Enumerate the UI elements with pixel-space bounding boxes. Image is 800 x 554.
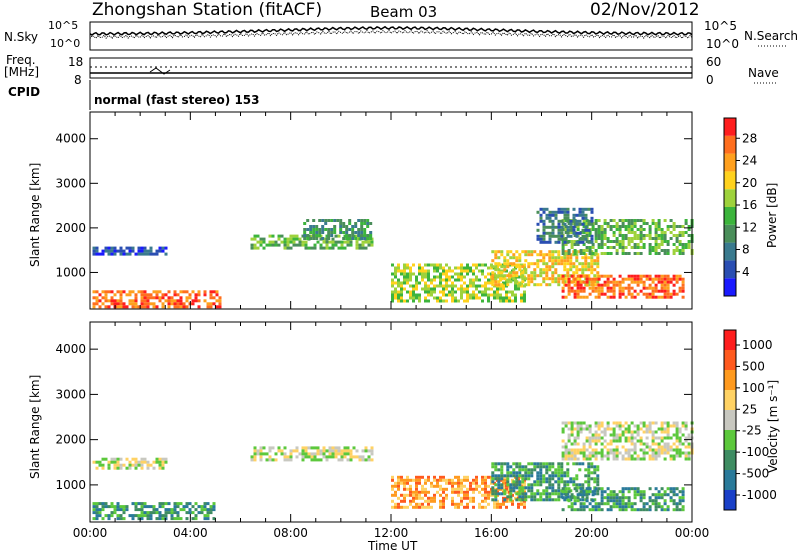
velocity-panel-cbar-tick-label: -500	[742, 467, 769, 481]
velocity-panel-colorbar-segment	[724, 470, 736, 490]
nave-label: Nave	[748, 66, 779, 80]
freq-panel-frame	[89, 57, 693, 79]
nsky-tick-top: 10^5	[48, 19, 79, 32]
velocity-panel-cbar-tick-label: 1000	[742, 338, 773, 352]
velocity-panel-colorbar-segment	[724, 390, 736, 410]
power-panel-data	[92, 207, 694, 309]
nsky-trace	[89, 25, 693, 36]
freq-unit-label: [MHz]	[4, 65, 40, 79]
velocity-panel-colorbar-segment	[724, 430, 736, 450]
x-tick-label: 04:00	[173, 526, 208, 540]
nsearch-tick-bottom: 10^0	[706, 37, 739, 51]
x-axis-title: Time UT	[368, 539, 418, 553]
velocity-panel-ytick-label: 1000	[55, 478, 86, 492]
cpid-text: normal (fast stereo) 153	[94, 93, 260, 107]
nsearch-label: N.Search	[744, 29, 799, 43]
power-panel-colorbar-segment	[724, 278, 736, 296]
velocity-panel-colorbar-segment	[724, 410, 736, 430]
power-panel-cbar-tick-label: 8	[742, 243, 750, 257]
power-panel-colorbar-segment	[724, 135, 736, 154]
velocity-panel-colorbar-segment	[724, 490, 736, 510]
nave-tick-top: 60	[706, 55, 722, 69]
power-panel-colorbar-segment	[724, 242, 736, 261]
velocity-panel-colorbar-segment	[724, 330, 736, 350]
power-panel-colorbar-segment	[724, 171, 736, 190]
power-panel-cbar-tick-label: 12	[742, 220, 757, 234]
freq-tick-top: 18	[68, 55, 84, 69]
power-panel-ytick-label: 2000	[55, 221, 86, 235]
velocity-panel-cbar-tick-label: -25	[742, 424, 762, 438]
freq-tick-bottom: 8	[74, 73, 82, 87]
velocity-panel-colorbar-segment	[724, 350, 736, 370]
velocity-panel-ytick-label: 4000	[55, 342, 86, 356]
power-panel-cbar-tick-label: 16	[742, 198, 757, 212]
x-tick-label: 00:00	[675, 526, 710, 540]
power-panel-cbar-tick-label: 28	[742, 131, 757, 145]
power-panel-colorbar-segment	[724, 118, 736, 136]
power-panel-cbar-tick-label: 20	[742, 176, 757, 190]
velocity-panel-data	[92, 421, 694, 521]
velocity-panel-cbar-tick-label: -100	[742, 445, 769, 459]
nsky-tick-bottom: 10^0	[50, 37, 81, 50]
power-panel-colorbar-segment	[724, 224, 736, 243]
power-panel-ytick-label: 4000	[55, 132, 86, 146]
velocity-panel-cbar-tick-label: 25	[742, 402, 757, 416]
velocity-panel-colorbar-frame	[723, 329, 737, 511]
power-panel-colorbar-segment	[724, 260, 736, 279]
nsky-panel-frame	[89, 21, 693, 51]
freq-label: Freq.	[6, 53, 36, 67]
velocity-panel-ytick-label: 2000	[55, 433, 86, 447]
power-panel-colorbar-frame	[723, 117, 737, 297]
power-panel-cbar-tick-label: 24	[742, 154, 757, 168]
velocity-panel-cbar-tick-label: 100	[742, 381, 765, 395]
power-panel-colorbar-segment	[724, 153, 736, 172]
x-tick-label: 00:00	[73, 526, 108, 540]
velocity-panel-cbar-tick-label: 500	[742, 359, 765, 373]
power-panel-colorbar-segment	[724, 189, 736, 207]
date-label: 02/Nov/2012	[590, 0, 700, 20]
power-panel-ytick-label: 1000	[55, 265, 86, 279]
nave-tick-bottom: 0	[706, 73, 714, 87]
power-panel-ytick-label: 3000	[55, 176, 86, 190]
velocity-panel-ytick-label: 3000	[55, 387, 86, 401]
x-tick-label: 20:00	[574, 526, 609, 540]
velocity-panel-colorbar-segment	[724, 450, 736, 470]
nsky-label: N.Sky	[4, 30, 39, 44]
x-tick-label: 12:00	[374, 526, 409, 540]
beam-label: Beam 03	[370, 3, 438, 21]
station-title: Zhongshan Station (fitACF)	[92, 0, 323, 20]
x-tick-label: 16:00	[474, 526, 509, 540]
power-panel-colorbar-segment	[724, 207, 736, 225]
velocity-panel-cbar-tick-label: -1000	[742, 488, 777, 502]
x-tick-label: 08:00	[273, 526, 308, 540]
cpid-label: CPID	[8, 85, 41, 99]
velocity-panel-colorbar-segment	[724, 370, 736, 390]
freq-spike	[149, 67, 171, 75]
power-panel-cbar-tick-label: 4	[742, 265, 750, 279]
nsearch-tick-top: 10^5	[704, 19, 737, 33]
